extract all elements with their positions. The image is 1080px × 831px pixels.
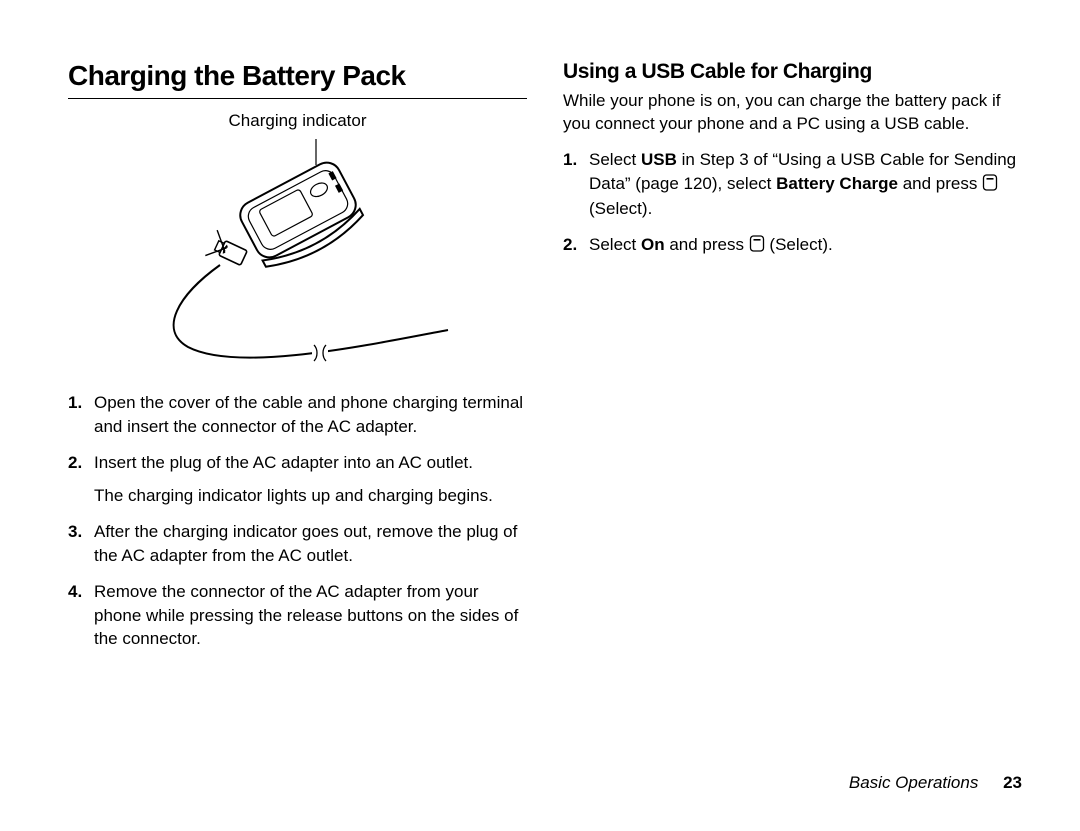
step-number: 2. bbox=[68, 451, 94, 509]
footer-section-name: Basic Operations bbox=[849, 773, 978, 792]
right-column: Using a USB Cable for Charging While you… bbox=[563, 60, 1022, 663]
left-step-3: 3. After the charging indicator goes out… bbox=[68, 520, 527, 568]
softkey-icon bbox=[749, 235, 765, 259]
step-text: Insert the plug of the AC adapter into a… bbox=[94, 451, 527, 475]
step-text: Remove the connector of the AC adapter f… bbox=[94, 580, 527, 651]
phone-charging-illustration bbox=[138, 135, 458, 370]
figure-caption: Charging indicator bbox=[68, 111, 527, 131]
step-body: Remove the connector of the AC adapter f… bbox=[94, 580, 527, 651]
heading-charging-battery: Charging the Battery Pack bbox=[68, 60, 527, 99]
left-steps-list: 1. Open the cover of the cable and phone… bbox=[68, 391, 527, 651]
step-text: Open the cover of the cable and phone ch… bbox=[94, 391, 527, 439]
intro-paragraph: While your phone is on, you can charge t… bbox=[563, 90, 1022, 136]
step-number: 2. bbox=[563, 233, 589, 259]
step-text: The charging indicator lights up and cha… bbox=[94, 484, 527, 508]
step-text: After the charging indicator goes out, r… bbox=[94, 520, 527, 568]
right-step-1: 1. Select USB in Step 3 of “Using a USB … bbox=[563, 148, 1022, 221]
step-body: Select USB in Step 3 of “Using a USB Cab… bbox=[589, 148, 1022, 221]
step-body: Open the cover of the cable and phone ch… bbox=[94, 391, 527, 439]
step-number: 4. bbox=[68, 580, 94, 651]
figure-wrap: Charging indicator bbox=[68, 111, 527, 375]
left-step-1: 1. Open the cover of the cable and phone… bbox=[68, 391, 527, 439]
page-footer: Basic Operations 23 bbox=[849, 773, 1022, 793]
step-number: 1. bbox=[68, 391, 94, 439]
heading-usb-charging: Using a USB Cable for Charging bbox=[563, 60, 1022, 84]
step-number: 3. bbox=[68, 520, 94, 568]
right-steps-list: 1. Select USB in Step 3 of “Using a USB … bbox=[563, 148, 1022, 259]
step-number: 1. bbox=[563, 148, 589, 221]
step-text: Select USB in Step 3 of “Using a USB Cab… bbox=[589, 148, 1022, 221]
step-text: Select On and press (Select). bbox=[589, 233, 1022, 259]
right-step-2: 2. Select On and press (Select). bbox=[563, 233, 1022, 259]
left-step-4: 4. Remove the connector of the AC adapte… bbox=[68, 580, 527, 651]
step-body: Select On and press (Select). bbox=[589, 233, 1022, 259]
footer-page-number: 23 bbox=[1003, 773, 1022, 792]
left-column: Charging the Battery Pack Charging indic… bbox=[68, 60, 527, 663]
softkey-icon bbox=[982, 174, 998, 198]
step-body: Insert the plug of the AC adapter into a… bbox=[94, 451, 527, 509]
step-body: After the charging indicator goes out, r… bbox=[94, 520, 527, 568]
left-step-2: 2. Insert the plug of the AC adapter int… bbox=[68, 451, 527, 509]
